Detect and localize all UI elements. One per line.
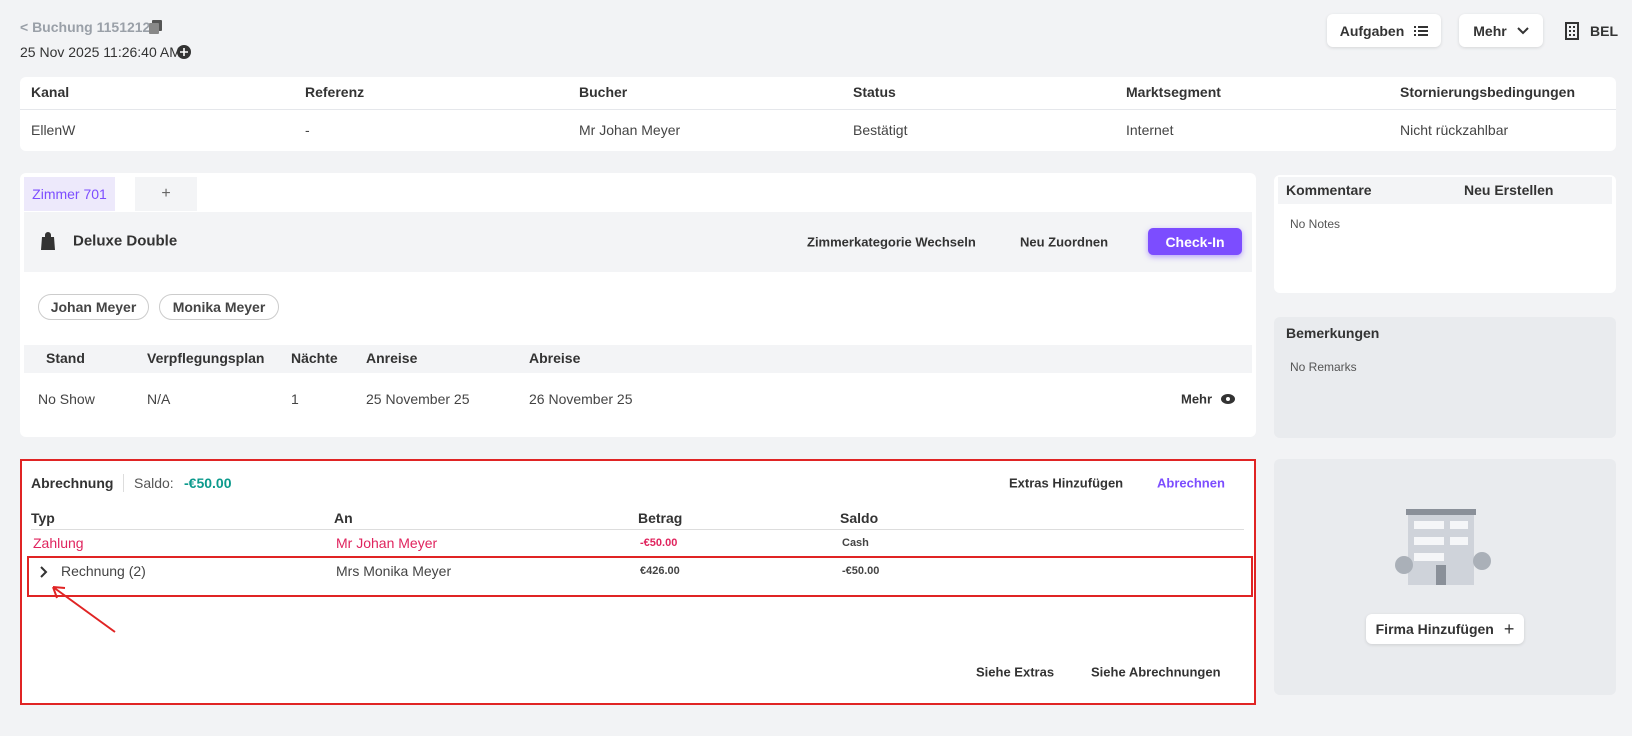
cell: Mr Johan Meyer [579,122,681,138]
see-extras[interactable]: Siehe Extras [976,664,1055,680]
back-link[interactable]: < Buchung 1151212 [20,19,151,35]
label: Aufgaben [1339,22,1405,39]
cell: N/A [147,391,171,407]
column-header: Bucher [579,84,628,100]
label: Firma Hinzufügen [1375,621,1494,637]
column-header: Referenz [305,84,365,100]
settle-menu[interactable]: Abrechnen [1157,475,1225,491]
column-header: Marktsegment [1126,84,1221,100]
reassign[interactable]: Neu Zuordnen [1020,234,1109,250]
room-icon [41,232,55,250]
eye-icon[interactable] [1220,393,1236,405]
booking-card [20,77,1616,151]
add-company-button[interactable]: Firma Hinzufügen + [1366,614,1524,644]
cell: - [305,122,310,138]
highlight-row [27,556,1253,597]
guest-chip[interactable]: Johan Meyer [38,294,149,320]
cell: No Show [38,391,95,407]
cell: 25 November 25 [366,391,470,407]
room-tab[interactable]: Zimmer 701 [24,177,115,211]
billing-title: Abrechnung [31,475,114,491]
cell: Cash [842,537,869,549]
column-header: An [334,510,353,526]
check-in-button[interactable]: Check-In [1148,228,1242,255]
column-header: Betrag [638,510,683,526]
remarks-card [1274,317,1616,438]
guest-chip[interactable]: Monika Meyer [159,294,279,320]
comments-card [1274,175,1616,293]
column-header: Status [853,84,896,100]
timestamp: 25 Nov 2025 11:26:40 AM [20,44,181,60]
column-header: Nächte [291,350,338,366]
divider [123,474,124,492]
label: Mehr [1473,22,1507,39]
column-header: Abreise [529,350,581,366]
hotel-icon [1565,22,1579,40]
column-header: Typ [31,510,55,526]
cell: Mr Johan Meyer [336,535,438,551]
room-header [24,212,1252,272]
expand-icon[interactable] [38,565,50,579]
tasks-button[interactable]: Aufgaben [1327,14,1441,47]
new-comment[interactable]: Neu Erstellen [1464,182,1554,198]
cell: Rechnung (2) [61,563,146,579]
comments-empty: No Notes [1290,217,1341,231]
cell: Nicht rückzahlbar [1400,122,1509,138]
add-extras[interactable]: Extras Hinzufügen [1009,475,1124,491]
see-settlements[interactable]: Siehe Abrechnungen [1091,664,1221,680]
building-illustration [1395,509,1491,585]
column-header: Stand [46,350,85,366]
divider [31,529,1244,530]
copy-icon[interactable] [148,19,164,35]
add-tab[interactable]: + [135,177,197,211]
cell: 1 [291,391,299,407]
column-header: Saldo [840,510,879,526]
room-table-header [24,345,1252,373]
remarks-title: Bemerkungen [1286,325,1380,341]
add-icon[interactable] [177,45,191,59]
change-category[interactable]: Zimmerkategorie Wechseln [807,234,976,250]
comments-header [1278,177,1612,204]
cell: €426.00 [640,565,680,577]
remarks-empty: No Remarks [1290,360,1357,374]
divider [20,109,1616,110]
cell: EllenW [31,122,76,138]
more-button[interactable]: Mehr [1459,14,1543,47]
annotation-arrow [52,586,116,633]
billing-card [20,459,1256,705]
highlight-box [20,459,1256,705]
cell: -€50.00 [640,537,678,549]
cell: -€50.00 [842,565,880,577]
saldo-value: -€50.00 [184,475,232,491]
comments-title: Kommentare [1286,182,1372,198]
cell: Internet [1126,122,1174,138]
cell: Mrs Monika Meyer [336,563,452,579]
cell: Bestätigt [853,122,908,138]
cell: Zahlung [33,535,84,551]
room-category: Deluxe Double [73,232,178,250]
column-header: Anreise [366,350,418,366]
saldo-label: Saldo: [134,475,174,491]
hotel-code: BEL [1590,23,1618,39]
column-header: Stornierungsbedingungen [1400,84,1575,100]
column-header: Verpflegungsplan [147,350,265,366]
room-more[interactable]: Mehr [1181,391,1213,407]
cell: 26 November 25 [529,391,633,407]
column-header: Kanal [31,84,70,100]
